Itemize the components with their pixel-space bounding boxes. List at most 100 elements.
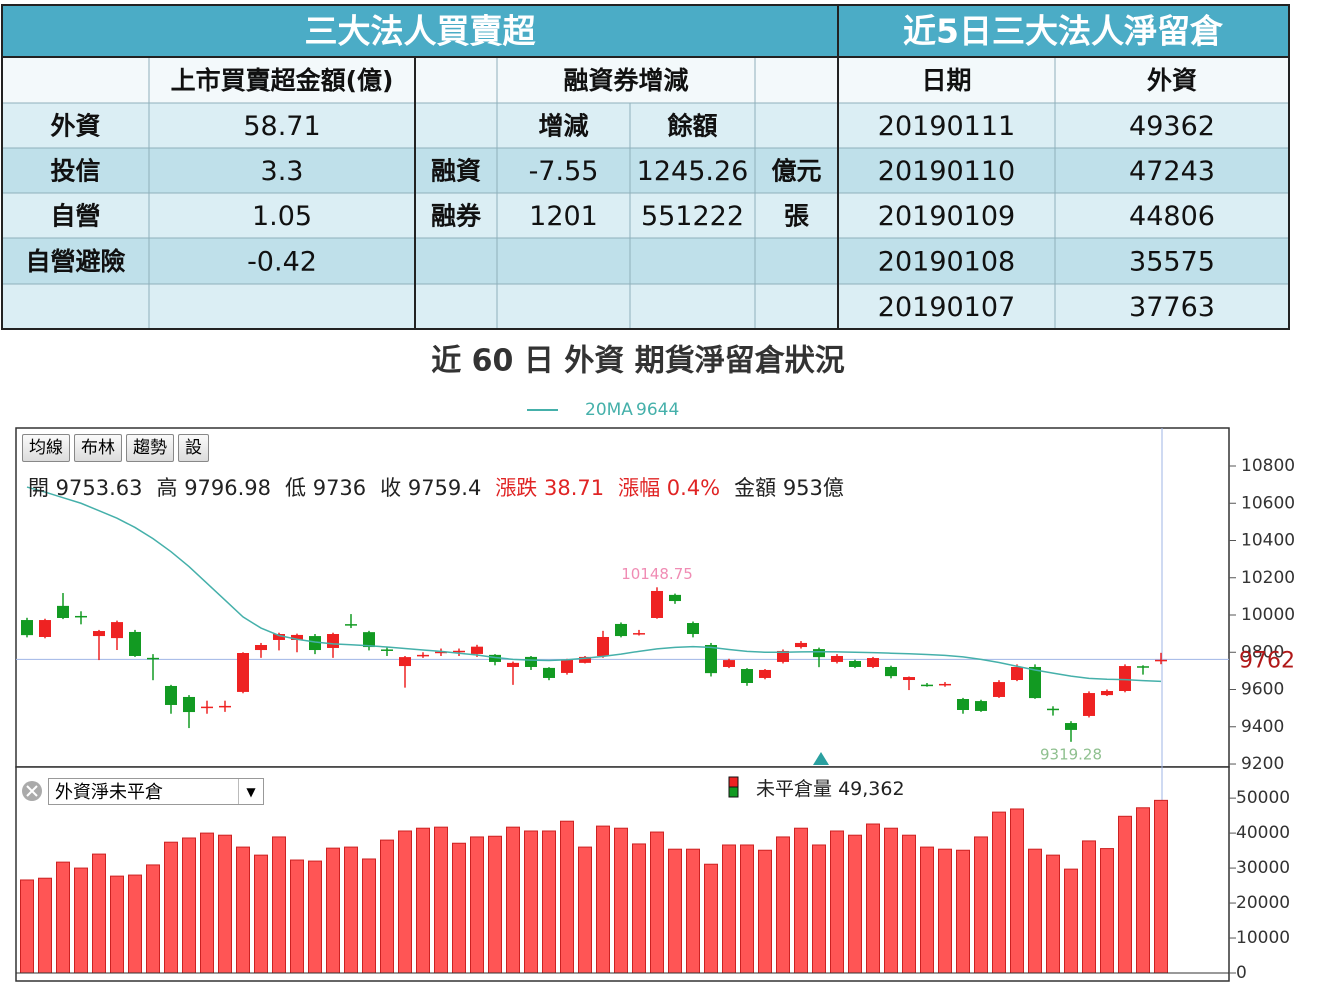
candle-body [795, 642, 807, 648]
ma-line [26, 486, 1162, 683]
table-text: 37763 [1129, 292, 1215, 323]
candle-body [993, 682, 1005, 697]
candle-body [615, 623, 627, 637]
table-header [2, 5, 838, 57]
candle-body [885, 666, 897, 677]
bar [650, 831, 664, 974]
table-text: 1245.26 [637, 156, 749, 187]
candle-body [705, 644, 717, 674]
candle-body [255, 644, 267, 651]
y-tick-label: 30000 [1236, 858, 1290, 878]
candle-body [957, 699, 969, 711]
table-text: 35575 [1129, 247, 1215, 278]
candle-body [903, 677, 915, 681]
table-row [2, 103, 1289, 148]
bar [902, 834, 916, 974]
table-text: 餘額 [667, 112, 717, 141]
table-text: 1201 [529, 201, 598, 232]
bar [1046, 854, 1060, 974]
info-item: 漲幅 0.4% [618, 476, 721, 500]
candle-body [309, 636, 321, 651]
bar [164, 841, 178, 974]
candle-body [723, 660, 735, 667]
table-text: 47243 [1129, 156, 1215, 187]
candle-body [1011, 666, 1023, 681]
bar [20, 879, 34, 974]
bar [848, 834, 862, 974]
info-item: 收 9759.4 [380, 476, 482, 500]
candle-body [1083, 693, 1095, 716]
candle-body [219, 705, 231, 708]
candle-body [939, 683, 951, 686]
table-title: 近5日三大法人淨留倉 [903, 12, 1224, 51]
dropdown-arrow[interactable]: ▼ [238, 779, 263, 804]
y-tick-label: 10600 [1241, 493, 1295, 513]
max-annotation: 10148.75 [621, 565, 693, 583]
candle-body [759, 669, 771, 678]
candle-body [543, 667, 555, 678]
legend-icon-up [728, 776, 739, 788]
info-item: 金額 953億 [734, 476, 844, 500]
toolbar-button[interactable]: 設 [178, 434, 209, 462]
table-text: 融資券增減 [563, 66, 688, 95]
candle-body [471, 646, 483, 654]
toolbar-button[interactable]: 趨勢 [126, 434, 174, 462]
bar [344, 846, 358, 974]
candle-body [1101, 691, 1113, 696]
bar [776, 836, 790, 974]
candle-body [867, 658, 879, 667]
bar [578, 846, 592, 974]
candle-body [345, 624, 357, 626]
bar [1028, 848, 1042, 974]
candle-body [1155, 659, 1167, 662]
candle-body [291, 634, 303, 640]
table-row [2, 284, 1289, 329]
table-row [2, 238, 1289, 284]
table-text: 58.71 [243, 111, 320, 142]
candle-body [363, 632, 375, 648]
info-item: 開 9753.63 [28, 476, 143, 500]
bar [488, 835, 502, 974]
candle-body [975, 701, 987, 711]
bar [182, 837, 196, 974]
bar [290, 859, 304, 974]
candle-body [489, 654, 501, 662]
candle-body [777, 650, 789, 662]
bar [92, 853, 106, 974]
bar [1064, 868, 1078, 974]
bar [956, 849, 970, 974]
y-tick-label: 50000 [1236, 788, 1290, 808]
table-text: 自營 [50, 202, 100, 231]
min-annotation: 9319.28 [1040, 745, 1102, 763]
candle-body [75, 615, 87, 618]
candle-body [813, 649, 825, 658]
series-selector[interactable]: 外資淨未平倉 ▼ [48, 778, 264, 805]
bar [614, 827, 628, 974]
selector-text: 外資淨未平倉 [55, 782, 163, 803]
toolbar-button[interactable]: 均線 [22, 434, 70, 462]
bar [758, 849, 772, 974]
bar [470, 836, 484, 974]
table-text: -7.55 [529, 156, 599, 187]
bar [632, 843, 646, 974]
table-text: 20190110 [878, 156, 1015, 187]
bar [272, 836, 286, 974]
bar [200, 832, 214, 974]
close-x [26, 785, 38, 797]
legend-value: 9644 [636, 400, 679, 420]
bar [254, 854, 268, 974]
candle-body [453, 650, 465, 653]
legend-name: 未平倉量 [756, 778, 833, 800]
table-text: 自營避險 [25, 247, 125, 276]
candle-body [129, 631, 141, 656]
candle-body [561, 659, 573, 673]
bar [362, 858, 376, 974]
toolbar-button[interactable]: 布林 [74, 434, 122, 462]
y-tick-label: 10000 [1241, 605, 1295, 625]
bar [830, 830, 844, 974]
bar [1136, 807, 1150, 974]
y-tick-label: 9400 [1241, 717, 1284, 737]
candle-body [597, 636, 609, 656]
bar [434, 826, 448, 974]
